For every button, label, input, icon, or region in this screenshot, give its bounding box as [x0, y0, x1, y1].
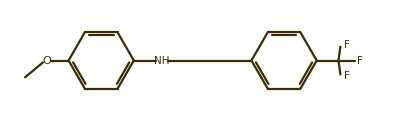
- Text: F: F: [344, 71, 350, 81]
- Text: F: F: [344, 40, 350, 50]
- Text: NH: NH: [154, 56, 169, 65]
- Text: O: O: [43, 56, 51, 65]
- Text: F: F: [357, 56, 363, 65]
